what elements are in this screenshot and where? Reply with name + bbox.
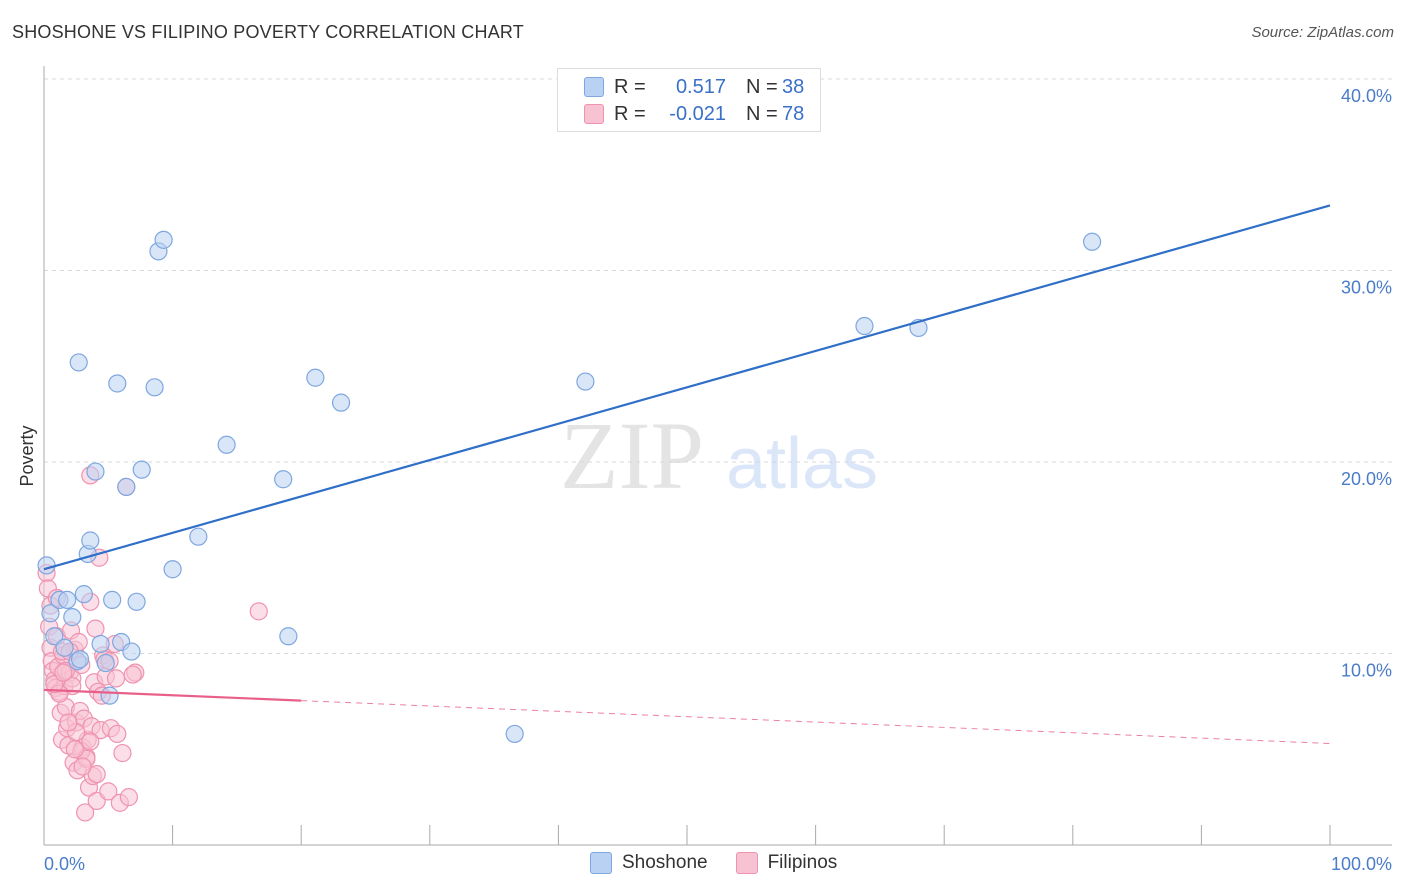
legend-n-label: N = [746, 75, 778, 98]
shoshone-point [41, 604, 60, 623]
filipino-points [37, 466, 268, 822]
legend-r-value: -0.021 [669, 102, 726, 125]
filipino-point [65, 740, 84, 759]
shoshone-point [122, 642, 141, 661]
shoshone-point [163, 560, 182, 579]
legend-n-value: 78 [782, 102, 805, 125]
filipino-point [123, 665, 142, 684]
shoshone-point [1082, 232, 1102, 251]
shoshone-point [576, 372, 595, 391]
legend-item-filipinos: Filipinos [735, 852, 838, 874]
legend-n-value: 38 [782, 75, 805, 98]
legend-r-label: R = [614, 75, 646, 98]
filipinos-legend-swatch [735, 852, 758, 874]
y-axis-label: Poverty [17, 425, 37, 486]
shoshone-point [154, 230, 173, 249]
filipino-point [73, 757, 92, 776]
shoshone-point [81, 531, 100, 550]
y-tick-label: 40.0% [1341, 86, 1392, 106]
filipino-point [81, 732, 100, 751]
shoshone-legend-label: Shoshone [622, 852, 708, 873]
filipino-trend-line [43, 688, 302, 702]
shoshone-legend-swatch [590, 852, 612, 874]
filipino-point [59, 713, 78, 732]
tick-labels: 10.0% 20.0% 30.0% 40.0% 0.0% 100.0% [44, 86, 1392, 874]
x-tick-label: 0.0% [44, 854, 85, 874]
shoshone-point [117, 477, 136, 496]
shoshone-point [306, 368, 325, 387]
shoshone-point [279, 627, 298, 646]
chart-source: Source: ZipAtlas.com [1251, 24, 1394, 41]
legend-item-shoshone: Shoshone [590, 852, 708, 874]
x-tick-label: 100.0% [1331, 854, 1392, 874]
chart-title: SHOSHONE VS FILIPINO POVERTY CORRELATION… [12, 22, 524, 42]
filipino-point [54, 663, 73, 682]
grid-lines [44, 78, 1392, 654]
shoshone-point [96, 653, 115, 673]
filipino-point [86, 619, 105, 638]
legend-n-label: N = [746, 102, 778, 125]
filipino-point [99, 782, 118, 801]
filipino-point [108, 724, 127, 744]
y-tick-label: 30.0% [1341, 278, 1392, 298]
correlation-legend: R = 0.517 N = 38 R = -0.021 N = 78 [557, 68, 821, 132]
legend-row-shoshone: R = 0.517 N = 38 [584, 74, 804, 100]
shoshone-point [505, 724, 524, 744]
shoshone-swatch [584, 77, 604, 97]
shoshone-point [74, 585, 93, 604]
filipino-point [119, 788, 138, 807]
shoshone-point [132, 460, 151, 479]
shoshone-point [69, 353, 88, 372]
filipino-trend-line-dashed [301, 700, 1331, 745]
shoshone-trend-line [43, 204, 1331, 571]
shoshone-points [37, 230, 1102, 744]
axes [43, 66, 1392, 846]
y-tick-label: 10.0% [1341, 661, 1392, 681]
shoshone-point [103, 590, 122, 609]
shoshone-point [217, 435, 236, 454]
watermark-atlas: atlas [726, 424, 878, 504]
legend-r-value: 0.517 [675, 75, 726, 98]
shoshone-point [86, 462, 105, 481]
shoshone-point [855, 316, 874, 336]
watermark: ZIP atlas [560, 402, 878, 509]
legend-row-filipino: R = -0.021 N = 78 [584, 101, 804, 127]
shoshone-point [37, 556, 56, 575]
shoshone-point [145, 378, 164, 397]
filipino-point [113, 743, 132, 763]
legend-r-label: R = [614, 102, 646, 125]
filipino-point [87, 765, 106, 784]
filipinos-legend-label: Filipinos [767, 852, 838, 873]
shoshone-point [70, 650, 90, 669]
shoshone-point [63, 608, 82, 627]
trend-lines [43, 204, 1331, 745]
shoshone-point [274, 470, 293, 489]
filipino-point [249, 602, 268, 621]
shoshone-point [127, 592, 146, 611]
shoshone-point [331, 393, 351, 412]
filipino-point [76, 803, 95, 822]
shoshone-point [108, 374, 127, 393]
y-tick-label: 20.0% [1341, 469, 1392, 489]
watermark-zip: ZIP [560, 402, 704, 509]
shoshone-point [91, 634, 110, 654]
shoshone-point [100, 686, 119, 705]
series-legend: Shoshone Filipinos [590, 852, 865, 874]
shoshone-point [55, 638, 74, 657]
shoshone-point [58, 590, 77, 609]
shoshone-point [189, 527, 208, 546]
filipino-swatch [584, 104, 604, 124]
filipino-point [106, 669, 126, 688]
shoshone-point [45, 627, 64, 646]
